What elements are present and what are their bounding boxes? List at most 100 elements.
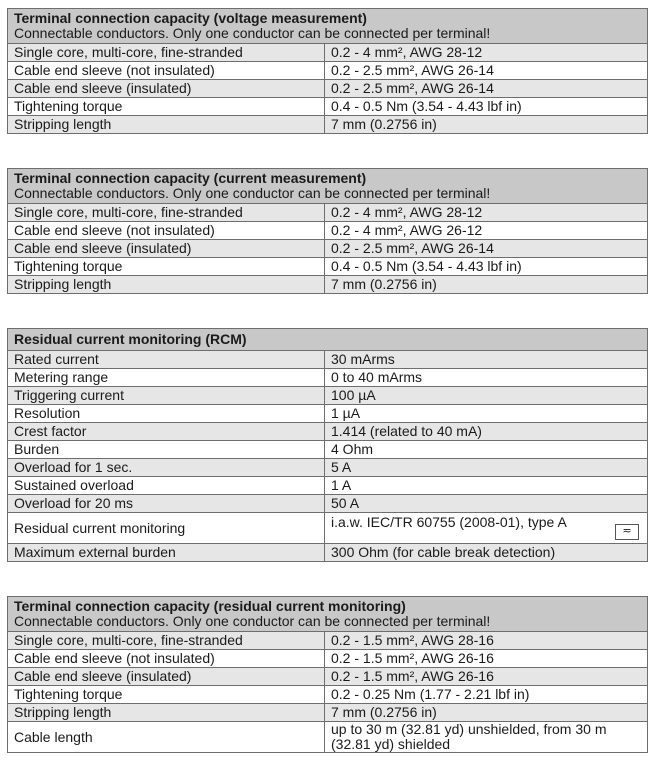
row-value: 1 µA (324, 404, 648, 423)
table-row: Sustained overload 1 A (7, 476, 648, 495)
row-label: Sustained overload (7, 476, 325, 495)
spec-table: Terminal connection capacity (voltage me… (7, 8, 648, 134)
table-row: Cable length up to 30 m (32.81 yd) unshie… (7, 721, 648, 753)
row-label: Single core, multi-core, fine-stranded (7, 43, 325, 62)
row-value-text: 1.414 (related to 40 mA) (331, 423, 482, 439)
row-value: 100 µA (324, 386, 648, 405)
row-value-text: 0.2 - 4 mm², AWG 28-12 (331, 204, 483, 220)
row-label: Overload for 1 sec. (7, 458, 325, 477)
table-row: Residual current monitoring i.a.w. IEC/TR… (7, 512, 648, 544)
row-label: Stripping length (7, 115, 325, 134)
row-value-text: 300 Ohm (for cable break detection) (331, 544, 556, 560)
row-label: Single core, multi-core, fine-stranded (7, 631, 325, 650)
row-label: Resolution (7, 404, 325, 423)
row-value-text: 0.2 - 1.5 mm², AWG 26-16 (331, 668, 494, 684)
row-label: Cable end sleeve (insulated) (7, 667, 325, 686)
table-row: Crest factor 1.414 (related to 40 mA) (7, 422, 648, 441)
row-label: Cable end sleeve (not insulated) (7, 61, 325, 80)
row-value: 0.2 - 2.5 mm², AWG 26-14 (324, 61, 648, 80)
row-label: Stripping length (7, 275, 325, 294)
table-row: Tightening torque 0.2 - 0.25 Nm (1.77 - 2… (7, 685, 648, 704)
table-row: Cable end sleeve (insulated) 0.2 - 2.5 mm… (7, 79, 648, 98)
row-label: Stripping length (7, 703, 325, 722)
row-value: 4 Ohm (324, 440, 648, 459)
row-label: Burden (7, 440, 325, 459)
table-header: Residual current monitoring (RCM) (7, 328, 648, 351)
row-value: 0.2 - 4 mm², AWG 26-12 (324, 221, 648, 240)
row-value: 0.2 - 4 mm², AWG 28-12 (324, 203, 648, 222)
table-row: Stripping length 7 mm (0.2756 in) (7, 275, 648, 294)
row-value-text: 0.2 - 2.5 mm², AWG 26-14 (331, 80, 494, 96)
row-label: Tightening torque (7, 685, 325, 704)
row-value-text: 7 mm (0.2756 in) (331, 276, 437, 292)
row-label: Residual current monitoring (7, 512, 325, 544)
row-value: 0.2 - 1.5 mm², AWG 26-16 (324, 667, 648, 686)
row-label: Rated current (7, 350, 325, 369)
table-row: Single core, multi-core, fine-stranded 0.… (7, 631, 648, 650)
ac-dc-pulsating-current-symbol-icon: ≂ (615, 524, 639, 540)
table-subtitle: Connectable conductors. Only one conduct… (14, 185, 491, 201)
row-value: 0.2 - 2.5 mm², AWG 26-14 (324, 239, 648, 258)
row-value: 0.2 - 1.5 mm², AWG 28-16 (324, 631, 648, 650)
row-value-text: 5 A (331, 459, 352, 475)
row-value-text: 0.2 - 0.25 Nm (1.77 - 2.21 lbf in) (331, 686, 530, 702)
row-value-text: 100 µA (331, 387, 376, 403)
spec-table: Terminal connection capacity (residual c… (7, 596, 648, 753)
row-label: Tightening torque (7, 257, 325, 276)
spec-table: Residual current monitoring (RCM) Rated c… (7, 328, 648, 562)
row-label: Triggering current (7, 386, 325, 405)
table-row: Cable end sleeve (insulated) 0.2 - 2.5 mm… (7, 239, 648, 258)
table-row: Rated current 30 mArms (7, 350, 648, 369)
table-title: Terminal connection capacity (current me… (14, 170, 367, 186)
table-title: Terminal connection capacity (residual c… (14, 598, 406, 614)
row-label: Single core, multi-core, fine-stranded (7, 203, 325, 222)
row-value: 50 A (324, 494, 648, 513)
table-header: Terminal connection capacity (current me… (7, 168, 648, 204)
table-row: Tightening torque 0.4 - 0.5 Nm (3.54 - 4.… (7, 97, 648, 116)
table-title: Residual current monitoring (RCM) (14, 331, 247, 347)
row-label: Maximum external burden (7, 543, 325, 562)
row-value-text: 0.2 - 4 mm², AWG 28-12 (331, 44, 483, 60)
row-value: 0.2 - 4 mm², AWG 28-12 (324, 43, 648, 62)
row-value: 1 A (324, 476, 648, 495)
table-row: Burden 4 Ohm (7, 440, 648, 459)
table-header: Terminal connection capacity (residual c… (7, 596, 648, 632)
row-value-text: up to 30 m (32.81 yd) unshielded, from 3… (331, 721, 607, 752)
row-value: 0.4 - 0.5 Nm (3.54 - 4.43 lbf in) (324, 257, 648, 276)
row-value: 0.4 - 0.5 Nm (3.54 - 4.43 lbf in) (324, 97, 648, 116)
table-row: Tightening torque 0.4 - 0.5 Nm (3.54 - 4.… (7, 257, 648, 276)
row-value-text: 30 mArms (331, 351, 395, 367)
row-value-text: 0.2 - 4 mm², AWG 26-12 (331, 222, 483, 238)
row-value-text: 1 A (331, 477, 352, 493)
table-header: Terminal connection capacity (voltage me… (7, 8, 648, 44)
row-value: 0 to 40 mArms (324, 368, 648, 387)
table-row: Cable end sleeve (not insulated) 0.2 - 1.… (7, 649, 648, 668)
row-value: 300 Ohm (for cable break detection) (324, 543, 648, 562)
table-row: Stripping length 7 mm (0.2756 in) (7, 703, 648, 722)
row-value: 0.2 - 2.5 mm², AWG 26-14 (324, 79, 648, 98)
row-value-text: 0.2 - 2.5 mm², AWG 26-14 (331, 240, 494, 256)
table-row: Maximum external burden 300 Ohm (for cabl… (7, 543, 648, 562)
row-label: Cable length (7, 721, 325, 753)
table-title: Terminal connection capacity (voltage me… (14, 10, 367, 26)
table-row: Cable end sleeve (insulated) 0.2 - 1.5 mm… (7, 667, 648, 686)
row-value-text: 0 to 40 mArms (331, 369, 423, 385)
table-row: Single core, multi-core, fine-stranded 0.… (7, 43, 648, 62)
row-label: Cable end sleeve (insulated) (7, 79, 325, 98)
row-value: 30 mArms (324, 350, 648, 369)
table-row: Cable end sleeve (not insulated) 0.2 - 2.… (7, 61, 648, 80)
table-subtitle: Connectable conductors. Only one conduct… (14, 25, 491, 41)
row-value: 5 A (324, 458, 648, 477)
row-value-text: 4 Ohm (331, 441, 374, 457)
table-row: Overload for 20 ms 50 A (7, 494, 648, 513)
row-value-text: 0.2 - 1.5 mm², AWG 26-16 (331, 650, 494, 666)
row-value: 0.2 - 1.5 mm², AWG 26-16 (324, 649, 648, 668)
table-subtitle: Connectable conductors. Only one conduct… (14, 613, 491, 629)
row-value-text: 7 mm (0.2756 in) (331, 116, 437, 132)
row-value-text: 0.2 - 1.5 mm², AWG 28-16 (331, 632, 494, 648)
row-value-text: 50 A (331, 495, 360, 511)
row-label: Tightening torque (7, 97, 325, 116)
row-label: Metering range (7, 368, 325, 387)
table-row: Metering range 0 to 40 mArms (7, 368, 648, 387)
